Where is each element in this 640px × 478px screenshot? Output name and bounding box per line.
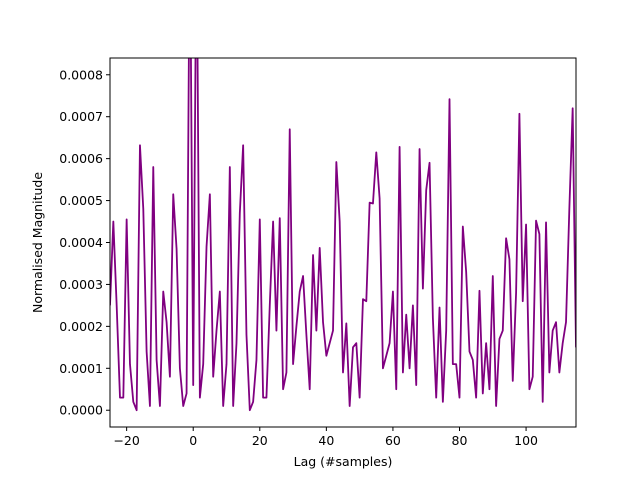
y-tick-label: 0.0005 <box>59 193 103 208</box>
x-tick-label: 100 <box>514 433 538 448</box>
y-tick-label: 0.0007 <box>59 109 103 124</box>
y-tick-label: 0.0008 <box>59 67 103 82</box>
series-line-0 <box>110 58 576 412</box>
x-tick-label: 60 <box>385 433 401 448</box>
x-tick-label: −20 <box>113 433 139 448</box>
y-tick-label: 0.0004 <box>59 235 103 250</box>
y-axis-title: Normalised Magnitude <box>30 172 45 313</box>
y-tick-label: 0.0000 <box>59 403 103 418</box>
x-axis-title: Lag (#samples) <box>294 454 393 469</box>
x-tick-label: 20 <box>252 433 268 448</box>
y-tick-label: 0.0001 <box>59 361 103 376</box>
x-tick-label: 80 <box>452 433 468 448</box>
x-tick-label: 40 <box>318 433 334 448</box>
x-tick-label: 0 <box>189 433 197 448</box>
y-tick-label: 0.0002 <box>59 319 103 334</box>
y-tick-label: 0.0003 <box>59 277 103 292</box>
y-tick-label: 0.0006 <box>59 151 103 166</box>
